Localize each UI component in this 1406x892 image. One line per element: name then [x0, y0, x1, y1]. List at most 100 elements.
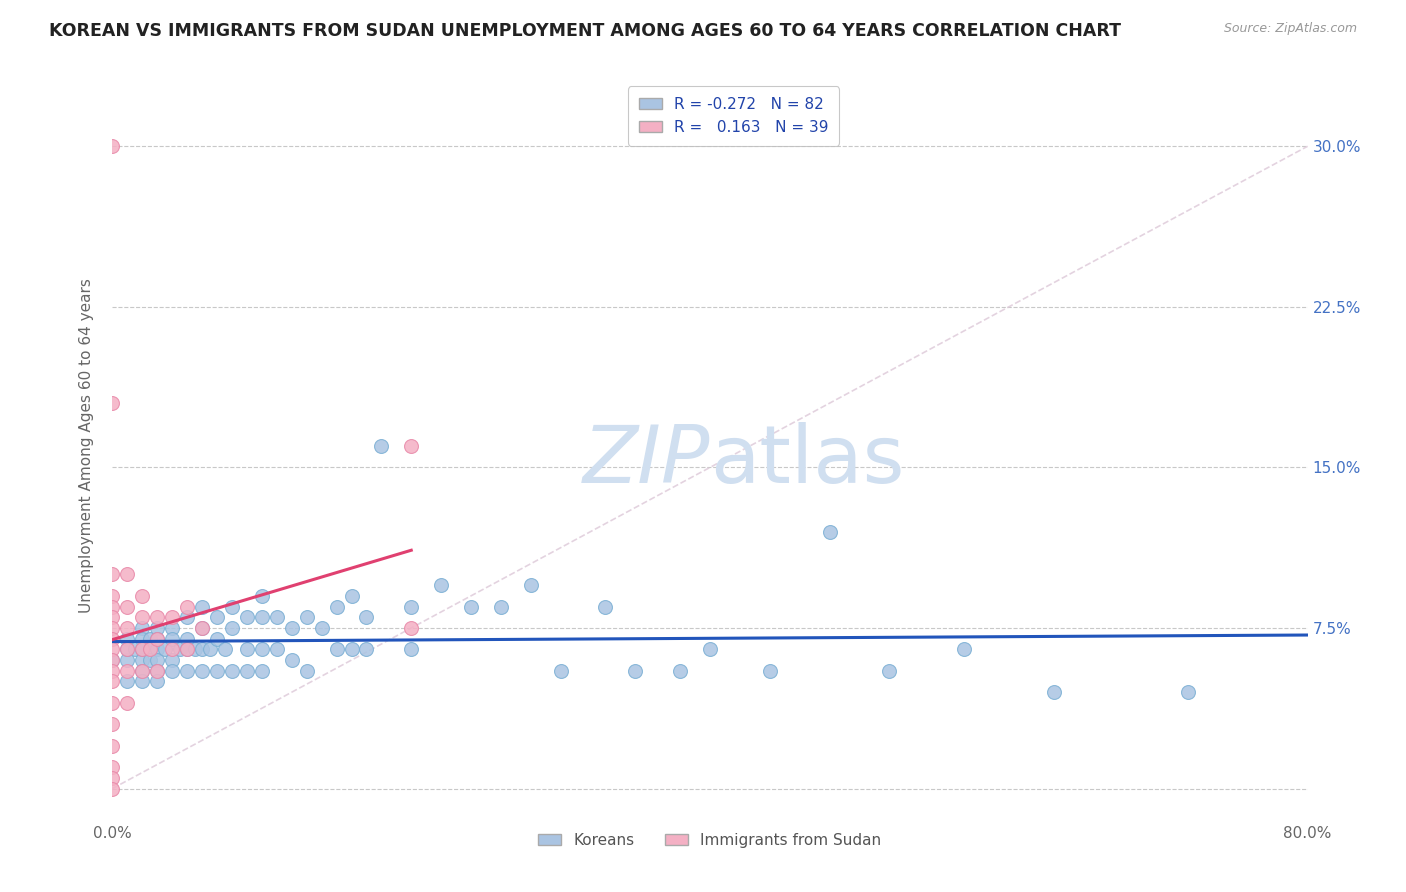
Point: [101, 599, 124, 614]
Point: [205, 610, 228, 624]
Text: Source: ZipAtlas.com: Source: ZipAtlas.com: [1223, 22, 1357, 36]
Point: [117, 567, 139, 582]
Point: [117, 696, 139, 710]
Point: [162, 621, 183, 635]
Point: [489, 599, 512, 614]
Point: [101, 610, 124, 624]
Point: [162, 653, 183, 667]
Text: atlas: atlas: [710, 422, 904, 500]
Point: [176, 642, 198, 657]
Point: [356, 642, 378, 657]
Point: [117, 642, 139, 657]
Point: [191, 621, 214, 635]
Text: KOREAN VS IMMIGRANTS FROM SUDAN UNEMPLOYMENT AMONG AGES 60 TO 64 YEARS CORRELATI: KOREAN VS IMMIGRANTS FROM SUDAN UNEMPLOY…: [49, 22, 1121, 40]
Point: [311, 621, 333, 635]
Point: [214, 642, 236, 657]
Point: [139, 653, 162, 667]
Legend: Koreans, Immigrants from Sudan: Koreans, Immigrants from Sudan: [533, 827, 887, 855]
Point: [191, 664, 214, 678]
Point: [146, 610, 169, 624]
Point: [162, 632, 183, 646]
Point: [176, 642, 198, 657]
Point: [191, 599, 214, 614]
Point: [146, 642, 169, 657]
Text: ZIP: ZIP: [582, 422, 710, 500]
Point: [101, 396, 124, 410]
Point: [117, 621, 139, 635]
Point: [176, 632, 198, 646]
Point: [146, 653, 169, 667]
Point: [101, 621, 124, 635]
Point: [131, 664, 153, 678]
Point: [176, 610, 198, 624]
Point: [325, 642, 347, 657]
Point: [131, 642, 153, 657]
Point: [101, 674, 124, 689]
Point: [281, 621, 304, 635]
Point: [1177, 685, 1199, 699]
Point: [340, 642, 363, 657]
Point: [818, 524, 841, 539]
Point: [953, 642, 976, 657]
Point: [295, 610, 318, 624]
Point: [131, 664, 153, 678]
Point: [101, 567, 124, 582]
Point: [205, 632, 228, 646]
Point: [146, 632, 169, 646]
Point: [101, 139, 124, 153]
Point: [169, 642, 191, 657]
Point: [101, 771, 124, 785]
Point: [117, 653, 139, 667]
Point: [139, 632, 162, 646]
Point: [162, 610, 183, 624]
Point: [236, 664, 259, 678]
Point: [340, 589, 363, 603]
Point: [131, 653, 153, 667]
Point: [191, 621, 214, 635]
Point: [281, 653, 304, 667]
Point: [146, 674, 169, 689]
Point: [236, 610, 259, 624]
Point: [236, 642, 259, 657]
Point: [131, 610, 153, 624]
Point: [401, 621, 423, 635]
Point: [101, 781, 124, 796]
Point: [139, 642, 162, 657]
Point: [550, 664, 572, 678]
Point: [198, 642, 221, 657]
Point: [101, 696, 124, 710]
Point: [146, 632, 169, 646]
Point: [117, 664, 139, 678]
Point: [101, 653, 124, 667]
Point: [146, 664, 169, 678]
Point: [162, 642, 183, 657]
Point: [759, 664, 782, 678]
Point: [266, 642, 288, 657]
Point: [401, 642, 423, 657]
Point: [370, 439, 392, 453]
Point: [153, 642, 176, 657]
Point: [101, 739, 124, 753]
Point: [139, 642, 162, 657]
Point: [101, 760, 124, 774]
Point: [146, 664, 169, 678]
Point: [101, 717, 124, 731]
Point: [250, 664, 273, 678]
Point: [221, 599, 243, 614]
Point: [221, 621, 243, 635]
Point: [117, 642, 139, 657]
Point: [669, 664, 692, 678]
Point: [205, 664, 228, 678]
Point: [183, 642, 205, 657]
Point: [520, 578, 543, 592]
Point: [101, 653, 124, 667]
Point: [250, 642, 273, 657]
Point: [191, 642, 214, 657]
Point: [146, 621, 169, 635]
Point: [356, 610, 378, 624]
Point: [117, 674, 139, 689]
Point: [221, 664, 243, 678]
Point: [1042, 685, 1064, 699]
Point: [624, 664, 647, 678]
Point: [131, 674, 153, 689]
